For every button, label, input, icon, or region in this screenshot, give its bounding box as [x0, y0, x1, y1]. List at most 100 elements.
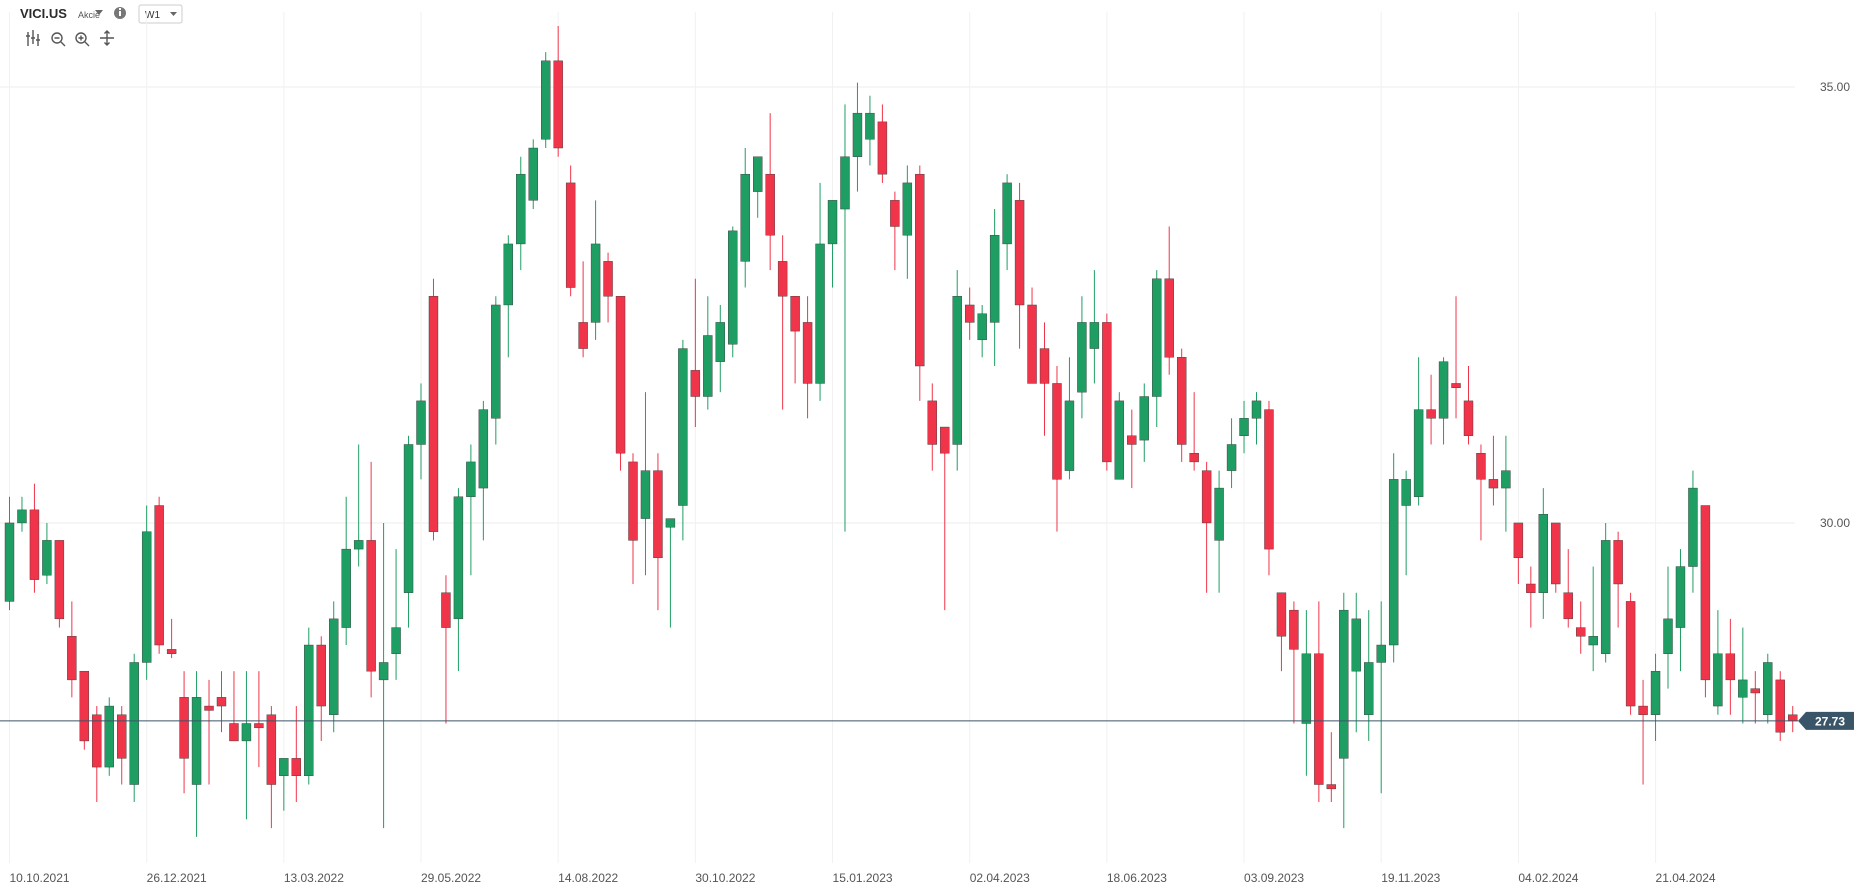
zoom-out-icon[interactable]	[51, 32, 63, 44]
candle-body	[989, 235, 1000, 323]
candle-body	[1675, 566, 1686, 628]
candle-body	[1513, 522, 1524, 559]
candle-body	[728, 230, 738, 345]
candle-body	[428, 296, 439, 532]
candle-body	[204, 705, 214, 711]
indicators-icon[interactable]	[26, 30, 40, 46]
candle-body	[1089, 322, 1100, 349]
candle-body	[940, 426, 950, 454]
x-tick-label: 15.01.2023	[833, 871, 893, 885]
candle-body	[1189, 452, 1199, 463]
last-price-label: 27.73	[1815, 714, 1845, 728]
interval: W1	[145, 10, 160, 21]
candle-body	[1501, 470, 1511, 489]
candle-body	[353, 540, 364, 550]
candle-body	[67, 636, 77, 681]
candle-body	[1127, 435, 1137, 445]
candle-body	[528, 147, 538, 201]
candle-body	[815, 243, 825, 384]
candle-body	[491, 304, 501, 419]
candle-body	[1264, 409, 1274, 550]
candle-body	[266, 714, 277, 785]
candle-body	[640, 470, 651, 519]
zoom-out-glyph	[54, 37, 66, 47]
candle-body	[441, 592, 451, 628]
candle-body	[740, 173, 750, 262]
x-tick-label: 19.11.2023	[1381, 871, 1440, 885]
candle-body	[516, 173, 526, 245]
candle-body	[1438, 361, 1449, 419]
x-tick-label: 10.10.2021	[10, 871, 70, 885]
x-tick-label: 03.09.2023	[1244, 871, 1304, 885]
last-price-box	[1798, 711, 1854, 730]
candle-body	[1413, 409, 1424, 497]
candle-body	[117, 714, 127, 759]
candle-body	[1326, 784, 1337, 790]
candle-body	[1638, 705, 1648, 715]
candle-body	[478, 409, 489, 489]
candle-body	[391, 627, 401, 654]
info-icon-glyph	[119, 11, 121, 16]
pan-icon[interactable]	[100, 30, 114, 46]
candle-body	[1027, 304, 1037, 384]
zoom-in-icon[interactable]	[75, 32, 87, 44]
candle-body	[790, 296, 800, 332]
candle-body	[1526, 583, 1536, 593]
candle-body	[1364, 662, 1374, 715]
candle-body	[840, 156, 850, 210]
candle-body	[777, 261, 788, 297]
candle-body	[753, 156, 763, 192]
candle-body	[279, 758, 289, 777]
y-tick-label: 30.00	[1820, 516, 1850, 530]
candle-body	[179, 697, 189, 759]
x-tick-label: 26.12.2021	[147, 871, 207, 885]
candle-body	[1064, 400, 1075, 471]
candle-body	[1488, 479, 1499, 489]
candle-body	[42, 540, 52, 576]
candle-body	[291, 758, 302, 777]
candle-body	[1376, 644, 1386, 663]
candle-body	[104, 705, 114, 768]
candle-body	[1775, 679, 1785, 733]
candle-body	[1551, 522, 1561, 585]
x-tick-label: 21.04.2024	[1656, 871, 1716, 885]
x-tick-label: 14.08.2022	[558, 871, 618, 885]
candle-body	[541, 60, 551, 140]
candle-body	[1289, 609, 1299, 650]
candle-body	[1476, 452, 1486, 480]
candle-body	[952, 296, 962, 445]
candle-body	[1713, 653, 1723, 707]
plot	[0, 25, 1798, 837]
candle-body	[1613, 540, 1623, 585]
candle-body	[254, 723, 264, 729]
candle-body	[690, 370, 701, 397]
candle-body	[1176, 357, 1187, 445]
x-tick-label: 18.06.2023	[1107, 871, 1167, 885]
interval-select[interactable]	[138, 4, 183, 24]
candle-body	[865, 112, 875, 140]
candle-body	[703, 335, 713, 397]
candle-body	[603, 261, 613, 297]
x-tick-label: 30.10.2022	[695, 871, 755, 885]
candle-body	[1426, 409, 1436, 419]
candle-body	[1388, 479, 1399, 646]
x-tick-label: 02.04.2023	[970, 871, 1030, 885]
symbol[interactable]: VICI.US	[20, 6, 67, 21]
candle-body	[1014, 200, 1025, 306]
symbol-dropdown[interactable]	[95, 10, 103, 15]
candle-body	[590, 243, 601, 323]
candle-body	[852, 112, 863, 157]
candle-body	[29, 509, 40, 580]
candle-body	[1039, 348, 1050, 384]
candle-body	[1738, 679, 1748, 698]
candle-body	[416, 400, 426, 445]
candle-body	[565, 182, 576, 288]
candle-body	[154, 505, 164, 646]
candle-body	[1139, 396, 1149, 441]
candle-body	[141, 531, 152, 663]
toolbar: VICI.US Akcie W1	[20, 4, 183, 47]
candle-body	[665, 518, 676, 528]
candle-body	[765, 173, 775, 236]
candle-body	[378, 662, 389, 681]
candle-body	[1725, 653, 1736, 681]
